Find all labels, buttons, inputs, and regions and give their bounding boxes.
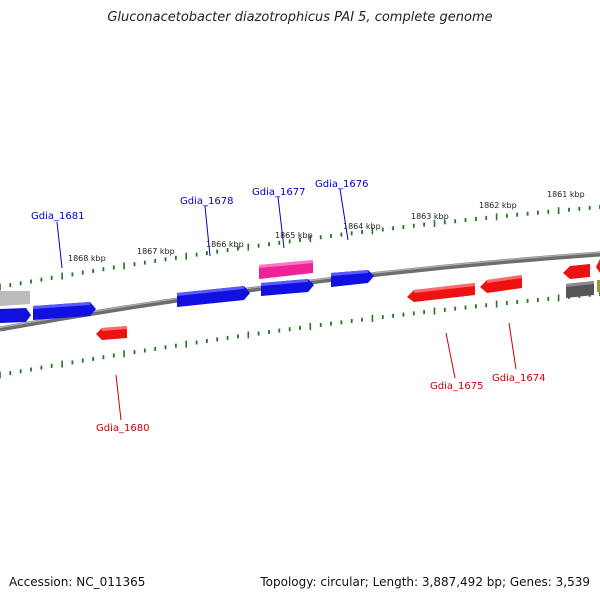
scale-label: 1864 kbp [343,222,381,231]
tick-marks [0,205,600,379]
forward-genes [0,260,374,323]
gene-gdia-1676[interactable] [331,270,374,287]
scale-label: 1862 kbp [479,201,517,210]
scale-labels: 1868 kbp 1867 kbp 1866 kbp 1865 kbp 1864… [68,190,585,263]
gene-label-gdia-1678[interactable]: Gdia_1678 [180,196,233,207]
gene-gdia-1681[interactable] [33,302,96,320]
gene-gdia-1675[interactable] [407,283,475,302]
accession-text: Accession: NC_011365 [9,575,146,589]
gene-olive-edge[interactable] [597,280,600,292]
scale-label: 1861 kbp [547,190,585,199]
gene-labels: Gdia_1681 Gdia_1678 Gdia_1677 Gdia_1676 … [31,179,545,434]
scale-label: 1863 kbp [411,212,449,221]
gene-gdia-1677-b[interactable] [261,279,314,296]
gene-reverse-edge[interactable] [596,259,600,273]
scale-label: 1868 kbp [68,254,106,263]
gene-gdia-1680[interactable] [96,326,127,340]
gene-gdia-1678[interactable] [177,286,250,307]
gene-label-gdia-1676[interactable]: Gdia_1676 [315,179,368,190]
gene-label-gdia-1680[interactable]: Gdia_1680 [96,423,149,434]
gene-label-gdia-1681[interactable]: Gdia_1681 [31,211,84,222]
gene-label-gdia-1677[interactable]: Gdia_1677 [252,187,305,198]
gene-other-right[interactable] [566,281,594,298]
gene-gdia-1677[interactable] [259,260,313,279]
scale-label: 1866 kbp [206,240,244,249]
topology-text: Topology: circular; Length: 3,887,492 bp… [260,575,590,589]
scale-label: 1865 kbp [275,231,313,240]
gene-reverse-right[interactable] [563,264,590,279]
map-title: Gluconacetobacter diazotrophicus PAI 5, … [107,10,493,25]
gene-forward-edge[interactable] [0,308,31,323]
reverse-genes [96,259,600,340]
gene-gdia-1674[interactable] [480,275,522,293]
leader-lines [56,188,517,421]
scale-label: 1867 kbp [137,247,175,256]
gene-pseudo-left[interactable] [0,291,30,306]
gene-label-gdia-1675[interactable]: Gdia_1675 [430,381,483,392]
gene-label-gdia-1674[interactable]: Gdia_1674 [492,373,545,384]
